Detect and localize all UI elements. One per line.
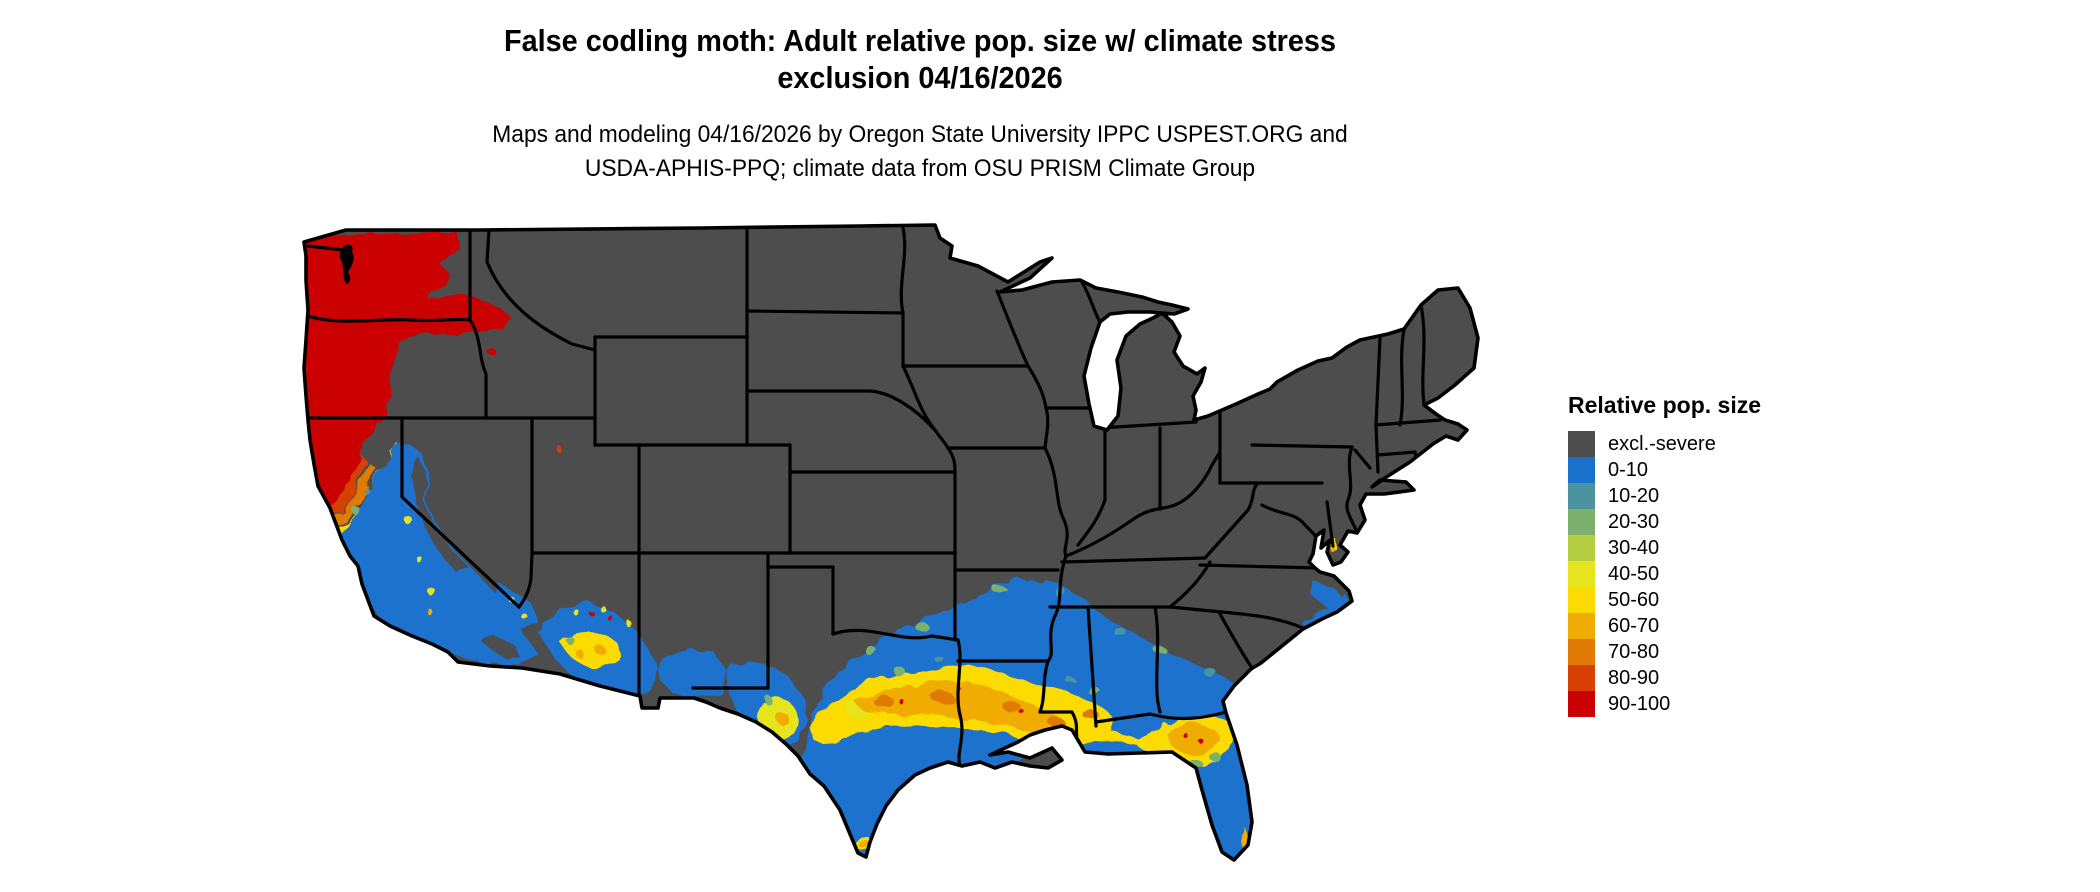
risk-speck xyxy=(1019,709,1025,715)
legend-swatch-50-60 xyxy=(1568,587,1595,613)
risk-speck xyxy=(935,657,945,663)
risk-speck xyxy=(1204,668,1216,676)
legend-label: 80-90 xyxy=(1608,666,1660,689)
legend-label: 10-20 xyxy=(1608,484,1660,507)
legend-swatch-80-90 xyxy=(1568,665,1595,691)
risk-norcal-80-90 xyxy=(325,454,366,516)
risk-norcal-70-80 xyxy=(328,462,376,527)
risk-speck xyxy=(573,609,579,615)
legend: Relative pop. size excl.-severe 0-10 10-… xyxy=(1568,392,1761,717)
risk-speck xyxy=(913,621,927,629)
mojave-excluded xyxy=(484,634,520,658)
risk-snevada-0-10 xyxy=(490,582,540,630)
legend-swatch-40-50 xyxy=(1568,561,1595,587)
risk-speck xyxy=(557,447,563,453)
risk-speck xyxy=(1154,646,1166,654)
legend-label: 70-80 xyxy=(1608,640,1660,663)
risk-speck xyxy=(1175,761,1185,767)
risk-speck xyxy=(1114,628,1126,636)
legend-label: 0-10 xyxy=(1608,458,1649,481)
puget-sound xyxy=(339,244,354,284)
map-title-line1: False codling moth: Adult relative pop. … xyxy=(503,23,1337,58)
legend-item: 60-70 xyxy=(1568,613,1761,639)
risk-speck xyxy=(589,611,595,617)
sierra-excluded xyxy=(411,456,468,572)
legend-item: 0-10 xyxy=(1568,457,1761,483)
risk-speck xyxy=(404,516,412,524)
legend-swatch-30-40 xyxy=(1568,535,1595,561)
risk-gulf-strip xyxy=(1062,728,1152,744)
risk-speck xyxy=(864,646,876,654)
legend-label: excl.-severe xyxy=(1608,432,1716,455)
legend-swatch-90-100 xyxy=(1568,691,1595,717)
risk-speck xyxy=(1065,677,1075,683)
risk-nc-sounds xyxy=(1312,580,1344,610)
risk-speck xyxy=(1194,869,1199,874)
legend-label: 30-40 xyxy=(1608,536,1660,559)
risk-speck xyxy=(1210,754,1222,762)
risk-arizona-ring xyxy=(560,631,621,667)
risk-patch xyxy=(1048,717,1064,727)
legend-label: 40-50 xyxy=(1608,562,1660,585)
risk-speck xyxy=(417,557,423,563)
risk-speck xyxy=(566,636,574,644)
legend-swatch-0-10 xyxy=(1568,457,1595,483)
risk-speck xyxy=(624,619,630,625)
risk-patch xyxy=(1003,702,1021,712)
juan-de-fuca-strait xyxy=(306,244,346,252)
map-subtitle: Maps and modeling 04/16/2026 by Oregon S… xyxy=(46,118,1794,186)
legend-item: excl.-severe xyxy=(1568,431,1761,457)
risk-nflorida-60-80 xyxy=(1166,724,1219,755)
risk-snewmexico-0-10 xyxy=(658,648,726,698)
risk-speck xyxy=(599,605,605,611)
legend-item: 70-80 xyxy=(1568,639,1761,665)
risk-speck xyxy=(1184,734,1190,740)
risk-speck xyxy=(576,650,584,658)
legend-label: 90-100 xyxy=(1608,692,1671,715)
risk-speck xyxy=(488,348,496,356)
legend-item: 80-90 xyxy=(1568,665,1761,691)
legend-label: 50-60 xyxy=(1608,588,1660,611)
legend-label: 20-30 xyxy=(1608,510,1660,533)
legend-swatch-excl-severe xyxy=(1568,431,1595,457)
map-subtitle-line1: Maps and modeling 04/16/2026 by Oregon S… xyxy=(492,121,1348,148)
risk-speck xyxy=(595,645,605,655)
risk-speck xyxy=(894,668,906,676)
risk-speck xyxy=(778,714,790,726)
risk-patch xyxy=(874,696,894,708)
legend-title: Relative pop. size xyxy=(1568,392,1762,418)
risk-speck xyxy=(521,613,527,619)
risk-speck xyxy=(899,699,905,705)
risk-brownsville-core xyxy=(858,838,868,848)
risk-speck xyxy=(1220,870,1225,875)
legend-label: 60-70 xyxy=(1608,614,1660,637)
risk-speck xyxy=(1199,739,1205,745)
state-borders xyxy=(306,226,1442,768)
legend-item: 20-30 xyxy=(1568,509,1761,535)
legend-swatch-10-20 xyxy=(1568,483,1595,509)
risk-speck xyxy=(607,615,613,621)
risk-speck xyxy=(993,586,1007,594)
map-subtitle-line2: USDA-APHIS-PPQ; climate data from OSU PR… xyxy=(584,155,1256,182)
risk-patch xyxy=(931,691,953,703)
risk-speck xyxy=(1208,871,1213,876)
risk-speck xyxy=(425,607,431,613)
map-title: False codling moth: Adult relative pop. … xyxy=(64,22,1775,96)
legend-item: 30-40 xyxy=(1568,535,1761,561)
legend-item: 50-60 xyxy=(1568,587,1761,613)
legend-item: 40-50 xyxy=(1568,561,1761,587)
legend-item: 90-100 xyxy=(1568,691,1761,717)
legend-item: 10-20 xyxy=(1568,483,1761,509)
risk-speck xyxy=(764,696,772,704)
legend-swatch-20-30 xyxy=(1568,509,1595,535)
us-outline xyxy=(302,223,1480,862)
legend-swatch-70-80 xyxy=(1568,639,1595,665)
legend-swatch-60-70 xyxy=(1568,613,1595,639)
risk-speck xyxy=(1235,867,1240,872)
risk-speck xyxy=(426,586,434,594)
map-title-line2: exclusion 04/16/2026 xyxy=(777,60,1063,95)
risk-pnw-90-100 xyxy=(304,232,514,507)
